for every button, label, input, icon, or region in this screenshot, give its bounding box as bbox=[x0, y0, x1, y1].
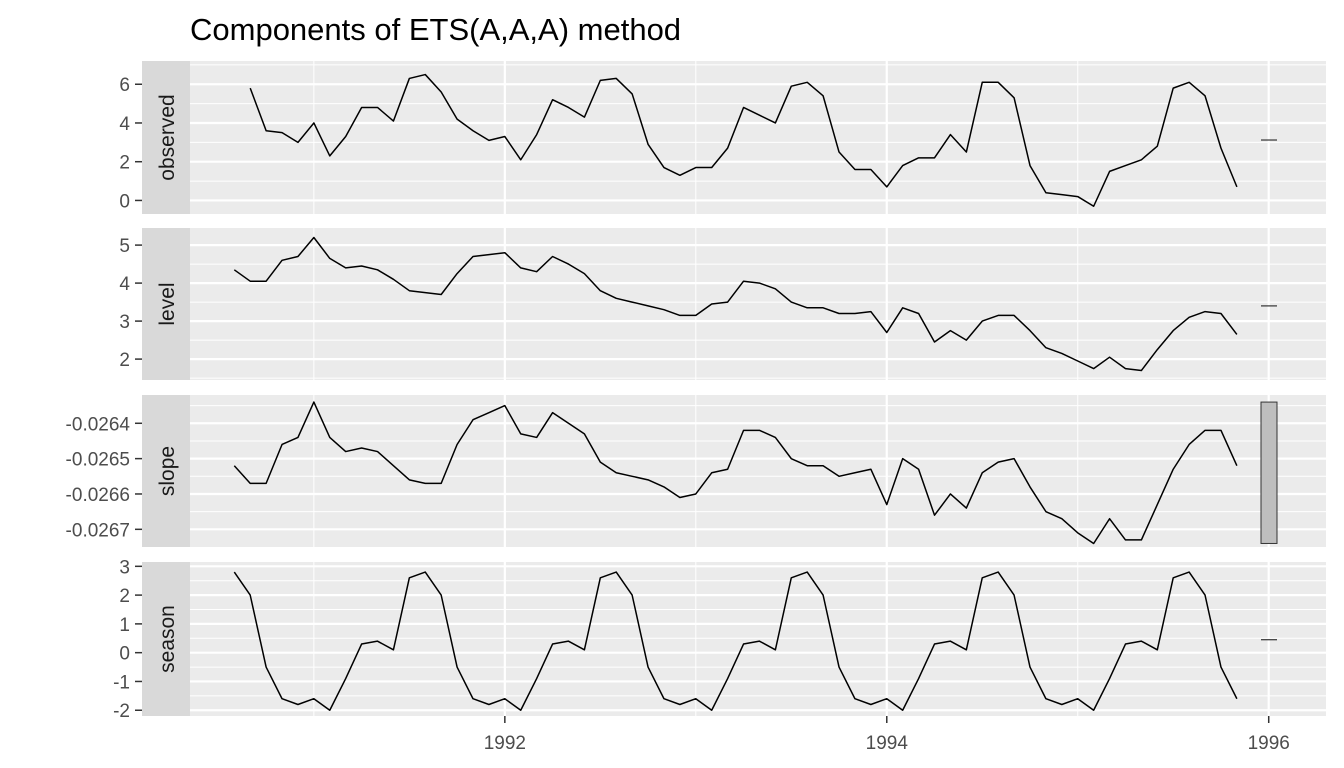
y-tick-label: -0.0267 bbox=[66, 520, 130, 541]
strip-background bbox=[142, 228, 190, 380]
panel-slope: -0.0267 -0.0266 -0.0265 -0.0264 slope bbox=[66, 395, 1326, 547]
panel-season: -2 -1 0 1 2 3 season bbox=[113, 557, 1326, 722]
x-axis: 1992 1994 1996 bbox=[484, 716, 1290, 754]
y-tick-label: 0 bbox=[119, 191, 130, 212]
y-tick-label: -2 bbox=[113, 701, 130, 722]
y-tick-label: 2 bbox=[119, 153, 130, 174]
y-tick-label: 4 bbox=[119, 114, 130, 135]
strip-label-slope: slope bbox=[156, 446, 179, 496]
y-tick-label: -0.0266 bbox=[66, 485, 130, 506]
series-line-level bbox=[233, 236, 1238, 372]
strip-background bbox=[142, 61, 190, 214]
panel-level: 2 3 4 5 level bbox=[119, 228, 1326, 380]
panel-background bbox=[190, 228, 1326, 380]
y-tick-label: 5 bbox=[119, 236, 130, 257]
panel-background bbox=[190, 395, 1326, 547]
x-tick-label: 1994 bbox=[866, 733, 909, 754]
y-tick-label: -0.0264 bbox=[66, 414, 131, 435]
chart-title: Components of ETS(A,A,A) method bbox=[190, 12, 681, 47]
strip-background bbox=[142, 395, 190, 547]
strip-label-observed: observed bbox=[156, 94, 179, 180]
strip-background bbox=[142, 562, 190, 716]
series-line-slope bbox=[233, 401, 1238, 545]
y-tick-label: -1 bbox=[113, 672, 130, 693]
scale-bar-slope bbox=[1260, 401, 1278, 544]
y-tick-label: -0.0265 bbox=[66, 450, 130, 471]
panel-observed: 0 2 4 6 observed bbox=[119, 61, 1326, 214]
y-tick-label: 2 bbox=[119, 586, 130, 607]
y-tick-label: 1 bbox=[119, 615, 130, 636]
panel-background bbox=[190, 562, 1326, 716]
x-tick-label: 1992 bbox=[484, 733, 526, 754]
strip-label-level: level bbox=[156, 282, 179, 325]
x-tick-label: 1996 bbox=[1248, 733, 1290, 754]
y-tick-label: 6 bbox=[119, 75, 130, 96]
y-tick-label: 3 bbox=[119, 557, 130, 578]
y-tick-label: 0 bbox=[119, 644, 130, 665]
panel-background bbox=[190, 61, 1326, 214]
y-tick-label: 2 bbox=[119, 350, 130, 371]
y-tick-label: 4 bbox=[119, 274, 130, 295]
panels: 0246observed2345level-0.0267-0.0266-0.02… bbox=[66, 61, 1326, 722]
series-line-observed bbox=[249, 73, 1238, 207]
y-tick-label: 3 bbox=[119, 312, 130, 333]
strip-label-season: season bbox=[156, 605, 179, 673]
series-line-season bbox=[233, 571, 1238, 711]
